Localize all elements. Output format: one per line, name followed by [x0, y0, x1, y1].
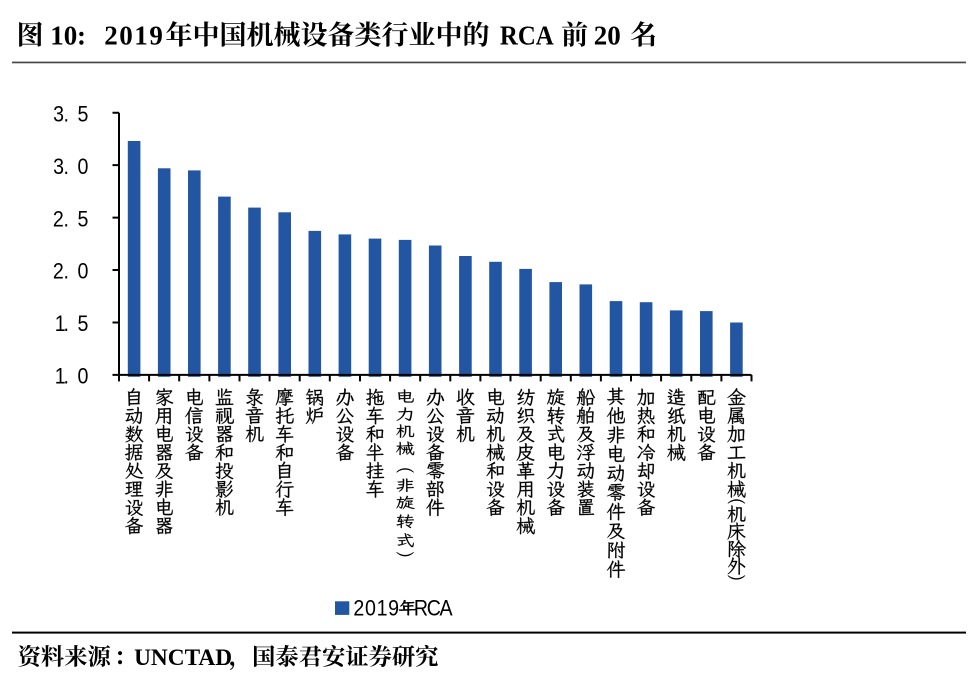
- svg-text:UNCTAD: UNCTAD: [134, 645, 232, 671]
- svg-text:2019: 2019: [104, 20, 164, 50]
- svg-text:2019: 2019: [353, 596, 399, 620]
- svg-text:RCA: RCA: [500, 20, 554, 50]
- svg-text::: :: [77, 20, 86, 50]
- svg-text:20: 20: [594, 20, 621, 50]
- svg-text:10: 10: [50, 20, 77, 50]
- svg-text:RCA: RCA: [414, 596, 453, 620]
